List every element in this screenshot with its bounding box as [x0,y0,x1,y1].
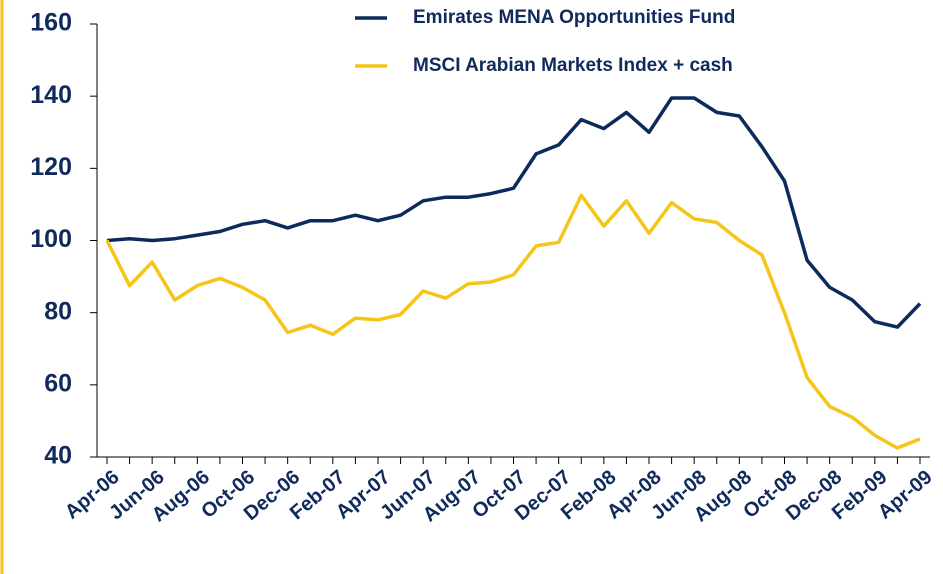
y-tick-label: 40 [44,442,72,470]
y-tick-label: 120 [30,153,72,181]
series-line [105,193,921,450]
y-tick-label: 100 [30,225,72,253]
series-line [106,96,922,329]
legend-label: Emirates MENA Opportunities Fund [413,7,735,28]
y-tick-label: 80 [44,297,72,325]
legend-label: MSCI Arabian Markets Index + cash [413,55,733,76]
y-tick-label: 140 [30,81,72,109]
y-tick-label: 60 [44,369,72,397]
y-tick-label: 160 [30,9,72,37]
